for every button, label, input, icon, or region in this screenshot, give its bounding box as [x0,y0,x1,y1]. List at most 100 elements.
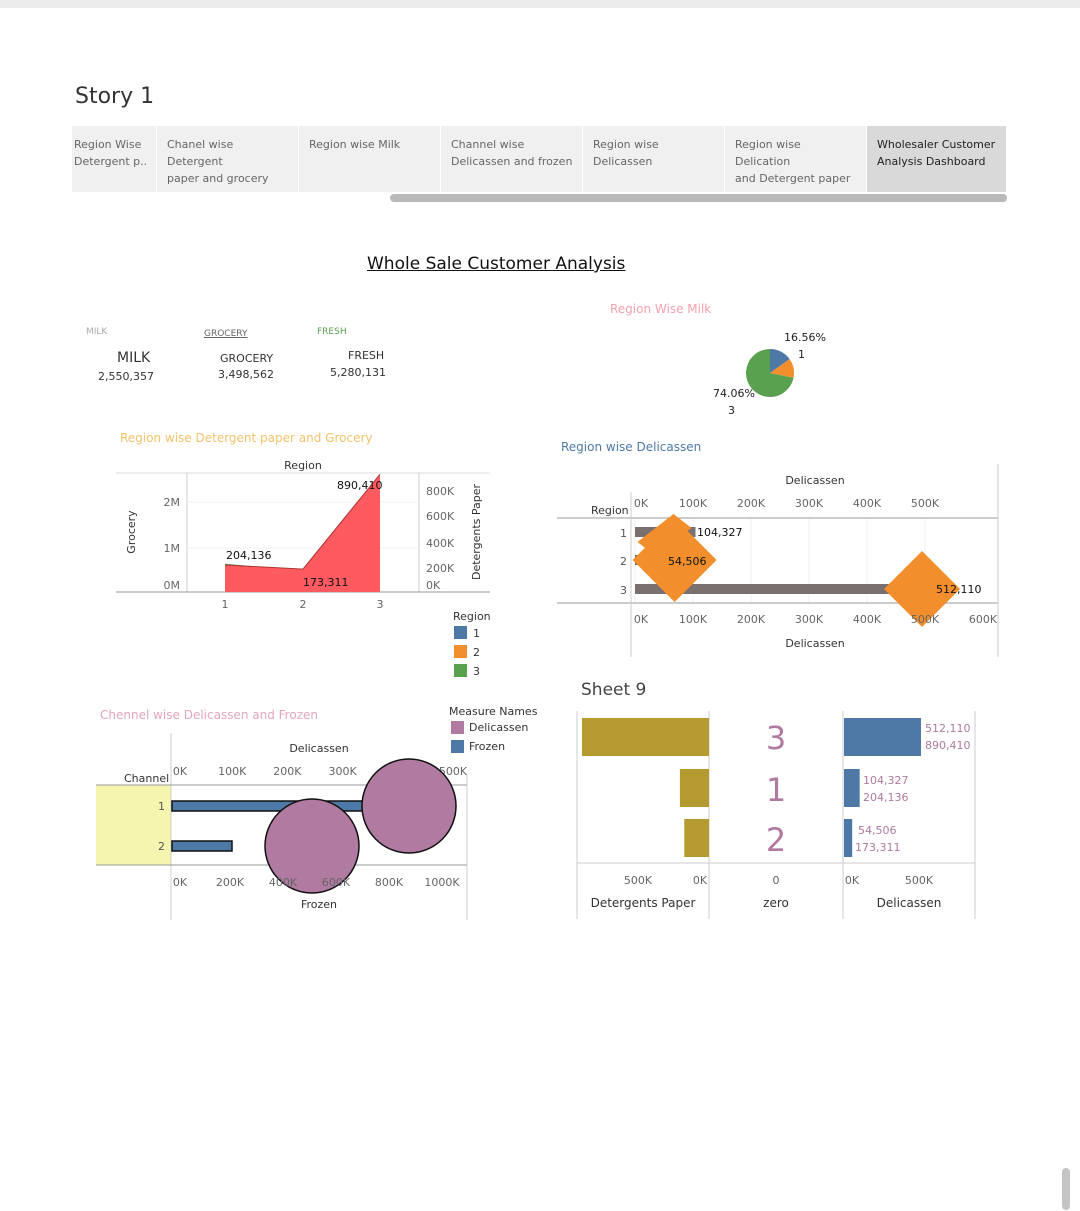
tab-chanel-wise-detergent[interactable]: Chanel wise Detergent paper and grocery [157,126,299,192]
det-grocery-chart: Region Grocery 2M 1M 0M 800K 600K 400K 2… [116,459,491,678]
tab-wholesaler-dashboard[interactable]: Wholesaler Customer Analysis Dashboard [867,126,1007,192]
det-value-label: 890,410 [925,739,971,752]
story-title: Story 1 [75,84,155,109]
data-label-region-2: 173,311 [303,576,349,589]
tab-label: Analysis Dashboard [877,155,986,168]
legend-swatch-region-3[interactable] [454,664,467,677]
delicassen-circle-channel-1[interactable] [361,758,457,854]
tab-region-wise-delicassen[interactable]: Region wise Delicassen [583,126,725,192]
deli-bar-region-3[interactable] [844,718,921,756]
footer-label: Delicassen [877,896,942,910]
det-value-label: 204,136 [863,791,909,804]
milk-pie-title: Region Wise Milk [610,302,712,316]
channel-marks [171,758,457,894]
left-tick: 0K [693,874,708,887]
region-label: 3 [766,719,786,757]
top-bar [0,0,1080,8]
tab-label: and Detergent paper [735,172,851,185]
det-value-label: 173,311 [855,841,901,854]
page-scrollbar[interactable] [1062,1168,1070,1210]
deli-bar-region-3[interactable] [635,584,933,594]
tab-region-wise-milk[interactable]: Region wise Milk [299,126,441,192]
pie-label-a-region: 1 [798,348,805,361]
bottom-ticks: 0K 200K 400K 600K 800K 1000K [173,876,460,889]
top-tick: 200K [273,765,302,778]
row-header: Region [591,504,629,517]
det-bar-region-2[interactable] [684,819,709,857]
data-label-region-3: 512,110 [936,583,982,596]
pie-slice-region-2[interactable] [770,359,795,378]
deli-region-title: Region wise Delicassen [561,440,702,454]
top-tick: 500K [439,765,468,778]
mid-tick: 0 [773,874,780,887]
kpi-header-fresh[interactable]: FRESH [317,327,347,337]
row-label: 2 [620,555,627,568]
channel-highlight [96,785,171,865]
deli-diamond-region-3[interactable] [884,551,961,627]
pie-slice-region-1[interactable] [770,348,790,373]
right-tick: 400K [426,537,455,550]
data-label-region-3: 890,410 [337,479,383,492]
kpi-header-grocery[interactable]: GROCERY [204,329,248,339]
tab-channel-wise-delicassen[interactable]: Channel wise Delicassen and frozen [441,126,583,192]
milk-pie-chart: 16.56% 1 74.06% 3 [713,331,826,417]
channel-chart: Delicassen 0K 100K 200K 300K 400K 500K Channe… [96,733,468,920]
top-tick: 300K [328,765,357,778]
left-axis-title: Grocery [125,510,138,554]
tab-label: Wholesaler Customer [877,138,996,151]
legend-label: 2 [473,646,480,659]
tab-label: paper and grocery [167,172,269,185]
deli-diamond-region-2[interactable] [632,518,717,602]
tab-label: Delicassen [593,155,653,168]
tab-label: Region wise Milk [309,138,401,151]
top-tick: 0K [634,497,649,510]
row-label: 3 [620,584,627,597]
top-tick: 200K [737,497,766,510]
bottom-tick: 200K [737,613,766,626]
area-detergents-paper[interactable] [225,474,380,592]
det-bar-region-1[interactable] [679,769,709,807]
det-bar-region-3[interactable] [582,718,709,756]
det-top-label: Region [284,459,322,472]
bottom-tick: 400K [269,876,298,889]
top-tick: 500K [911,497,940,510]
deli-bar-region-2[interactable] [844,819,853,857]
tabs-scrollbar[interactable] [390,194,1007,202]
right-axis-title: Detergents Paper [470,483,483,580]
data-label-region-1: 204,136 [226,549,272,562]
top-axis-title: Delicassen [289,742,348,755]
tab-region-wise-delication[interactable]: Region wise Delication and Detergent pape… [725,126,867,192]
kpi-fresh-value: 5,280,131 [330,366,386,379]
delicassen-circle-channel-2[interactable] [264,798,360,894]
deli-value-label: 104,327 [863,774,909,787]
legend-swatch-delicassen[interactable] [451,721,464,734]
legend-swatch-frozen[interactable] [451,740,464,753]
right-tick: 600K [426,510,455,523]
right-tick: 0K [845,874,860,887]
story-tabs: Region Wise Detergent p.. Chanel wise Det… [72,126,1007,192]
tab-label: Channel wise [451,138,525,151]
pie-slice-region-3[interactable] [746,349,794,397]
deli-bar-region-1[interactable] [844,769,860,807]
top-tick: 100K [679,497,708,510]
deli-diamond-region-1[interactable] [637,514,692,556]
tab-label: Chanel wise Detergent [167,138,234,168]
footer-label: zero [763,896,789,910]
bottom-tick: 1000K [424,876,460,889]
tab-region-wise-detergent[interactable]: Region Wise Detergent p.. [72,126,157,192]
bottom-tick: 800K [375,876,404,889]
footer-label: Detergents Paper [591,896,696,910]
kpi-fresh-label: FRESH [348,349,385,362]
kpi-milk-value: 2,550,357 [98,370,154,383]
dashboard-title: Whole Sale Customer Analysis [367,254,626,274]
bottom-tick: 400K [853,613,882,626]
legend-label-delicassen: Delicassen [469,721,529,734]
kpi-header-milk[interactable]: MILK [86,327,108,337]
legend-swatch-region-2[interactable] [454,645,467,658]
legend-swatch-region-1[interactable] [454,626,467,639]
bottom-tick: 600K [322,876,351,889]
legend-label: 1 [473,627,480,640]
data-label-region-2: 54,506 [668,555,707,568]
det-area-marks [224,473,381,592]
frozen-bar-channel-2[interactable] [171,840,233,852]
